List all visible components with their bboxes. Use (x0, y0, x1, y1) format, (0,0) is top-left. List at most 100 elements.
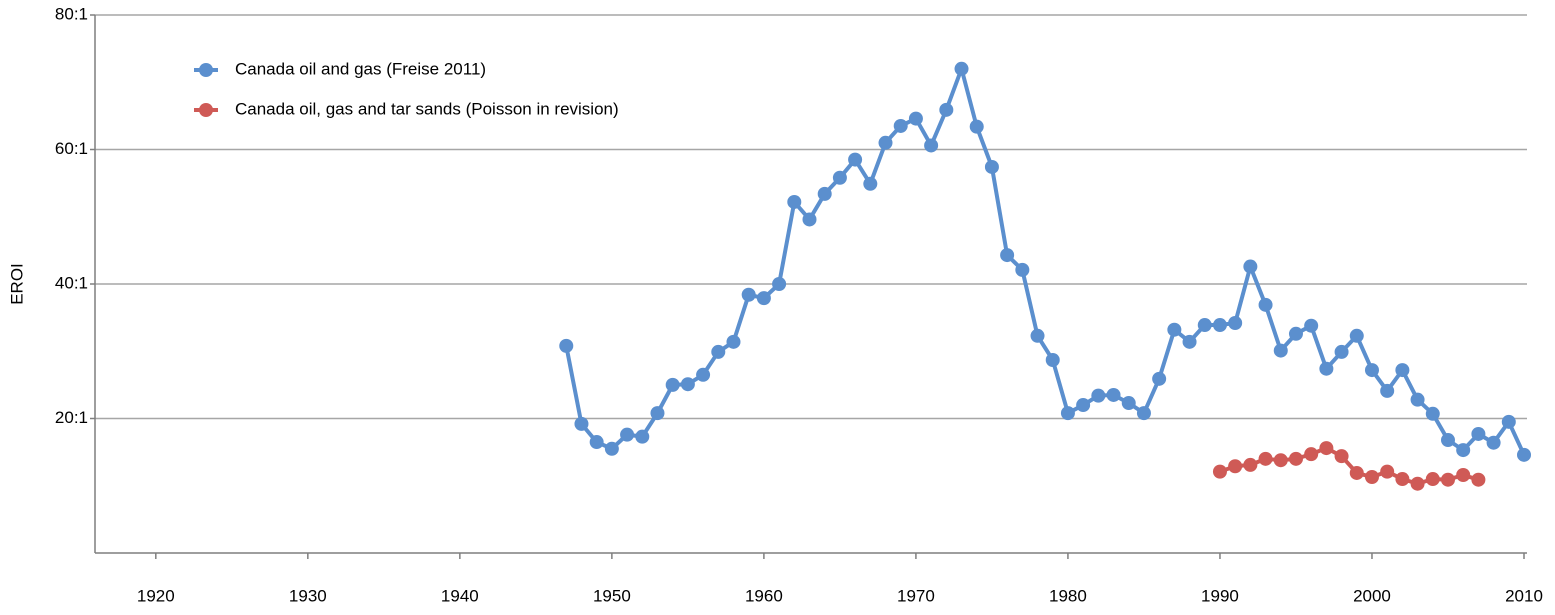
point (1106, 387, 1121, 402)
point (1486, 435, 1501, 450)
point (589, 435, 604, 450)
point (1258, 451, 1273, 466)
point (1304, 318, 1319, 333)
point (863, 176, 878, 191)
point (1212, 318, 1227, 333)
y-tick-label: 20:1 (55, 408, 88, 427)
legend-marker (199, 103, 213, 117)
point (908, 111, 923, 126)
point (1319, 361, 1334, 376)
point (832, 170, 847, 185)
point (772, 277, 787, 291)
point (1364, 470, 1379, 485)
point (924, 138, 939, 153)
point (1228, 316, 1243, 331)
x-tick-label: 1980 (1049, 586, 1087, 605)
point (878, 135, 893, 150)
point (802, 212, 817, 227)
point (1182, 334, 1197, 349)
point (741, 287, 756, 302)
x-tick-label: 1960 (745, 586, 783, 605)
y-tick-label: 60:1 (55, 139, 88, 158)
point (726, 334, 741, 349)
point (1228, 459, 1243, 474)
point (893, 118, 908, 133)
point (1319, 441, 1334, 456)
x-tick-label: 2010 (1505, 586, 1543, 605)
point (1349, 328, 1364, 343)
x-tick-label: 1920 (137, 586, 175, 605)
x-tick-label: 1970 (897, 586, 935, 605)
point (1471, 426, 1486, 441)
legend-label: Canada oil and gas (Freise 2011) (235, 59, 486, 78)
x-tick-label: 1940 (441, 586, 479, 605)
point (1060, 406, 1075, 421)
point (1288, 326, 1303, 341)
x-tick-label: 2000 (1353, 586, 1391, 605)
point (1380, 383, 1395, 398)
point (1334, 449, 1349, 464)
x-tick-label: 1990 (1201, 586, 1239, 605)
point (1273, 343, 1288, 358)
point (1197, 318, 1212, 333)
point (1334, 344, 1349, 359)
point (1380, 464, 1395, 479)
point (665, 377, 680, 392)
point (984, 159, 999, 174)
point (559, 338, 574, 353)
series-line (564, 66, 1526, 456)
x-tick-label: 1930 (289, 586, 327, 605)
point (1425, 406, 1440, 421)
x-tick-label: 1950 (593, 586, 631, 605)
point (1456, 467, 1471, 482)
point (1273, 453, 1288, 468)
legend-label: Canada oil, gas and tar sands (Poisson i… (235, 99, 619, 118)
point (1517, 447, 1531, 462)
point (939, 102, 954, 117)
point (1501, 414, 1516, 429)
point (620, 427, 635, 442)
point (1136, 406, 1151, 421)
point (1076, 398, 1091, 413)
y-tick-label: 80:1 (55, 4, 88, 23)
point (1243, 457, 1258, 472)
point (848, 152, 863, 167)
point (1410, 392, 1425, 407)
point (1288, 451, 1303, 466)
point (696, 367, 711, 382)
point (1364, 363, 1379, 378)
legend-marker (199, 63, 213, 77)
point (1258, 297, 1273, 312)
point (711, 344, 726, 359)
point (1425, 472, 1440, 487)
point (1121, 396, 1136, 411)
point (635, 429, 650, 444)
point (1243, 259, 1258, 274)
y-axis-label: EROI (7, 263, 26, 305)
point (650, 406, 665, 421)
point (1091, 388, 1106, 403)
point (574, 416, 589, 431)
point (1167, 322, 1182, 337)
point (1440, 433, 1455, 448)
point (1456, 443, 1471, 458)
point (1152, 371, 1167, 386)
point (1349, 465, 1364, 480)
point (756, 291, 771, 306)
point (1395, 363, 1410, 378)
point (787, 194, 802, 209)
point (1000, 248, 1015, 263)
point (954, 61, 969, 76)
point (1015, 262, 1030, 277)
y-tick-label: 40:1 (55, 273, 88, 292)
point (1045, 352, 1060, 367)
point (680, 377, 695, 392)
point (604, 441, 619, 456)
point (1304, 447, 1319, 462)
point (1471, 472, 1486, 487)
point (1030, 328, 1045, 343)
point (1410, 476, 1425, 491)
point (1395, 472, 1410, 487)
